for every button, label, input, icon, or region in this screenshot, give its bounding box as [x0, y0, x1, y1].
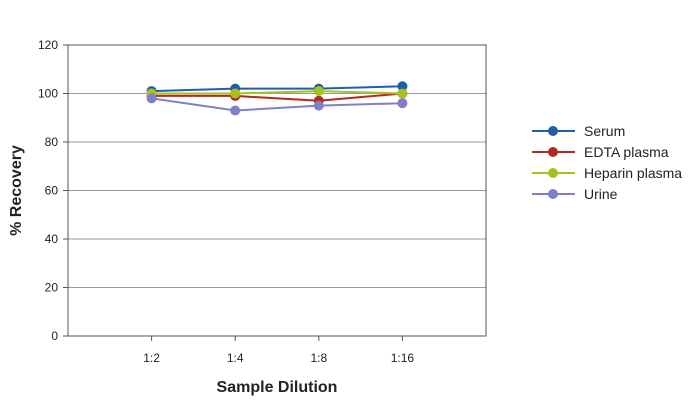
series-line: [151, 90, 403, 95]
legend-item: Serum: [532, 123, 625, 139]
x-tick-label: 1:16: [391, 351, 415, 365]
x-axis-label: Sample Dilution: [217, 379, 338, 396]
legend-item: Heparin plasma: [532, 165, 682, 181]
data-point: [313, 86, 324, 97]
x-tick-label: 1:2: [143, 351, 160, 365]
x-tick-label: 1:8: [310, 351, 327, 365]
y-tick-label: 120: [38, 38, 58, 52]
legend-marker: [548, 126, 558, 136]
data-point: [313, 100, 324, 111]
legend-label: Serum: [584, 123, 625, 139]
data-point: [397, 81, 408, 92]
legend-marker: [548, 189, 558, 199]
x-tick-label: 1:4: [227, 351, 244, 365]
y-tick-label: 0: [51, 329, 58, 343]
y-tick-label: 80: [45, 135, 59, 149]
y-tick-label: 40: [45, 232, 59, 246]
legend-label: Heparin plasma: [584, 165, 682, 181]
series-urine: [146, 93, 408, 116]
legend-label: EDTA plasma: [584, 144, 669, 160]
y-tick-label: 60: [45, 184, 59, 198]
legend-marker: [548, 147, 558, 157]
data-point: [397, 98, 408, 109]
data-point: [230, 105, 241, 116]
data-point: [397, 88, 408, 99]
series-line: [151, 97, 403, 112]
series-line: [151, 92, 403, 102]
y-tick-label: 100: [38, 87, 58, 101]
legend-item: Urine: [532, 186, 618, 202]
series-line: [151, 85, 403, 93]
legend-label: Urine: [584, 186, 618, 202]
y-tick-label: 20: [45, 281, 59, 295]
data-point: [230, 88, 241, 99]
legend-marker: [548, 168, 558, 178]
plot-area: [67, 44, 487, 337]
y-axis-label: % Recovery: [8, 145, 25, 236]
data-point: [146, 93, 157, 104]
legend-item: EDTA plasma: [532, 144, 669, 160]
